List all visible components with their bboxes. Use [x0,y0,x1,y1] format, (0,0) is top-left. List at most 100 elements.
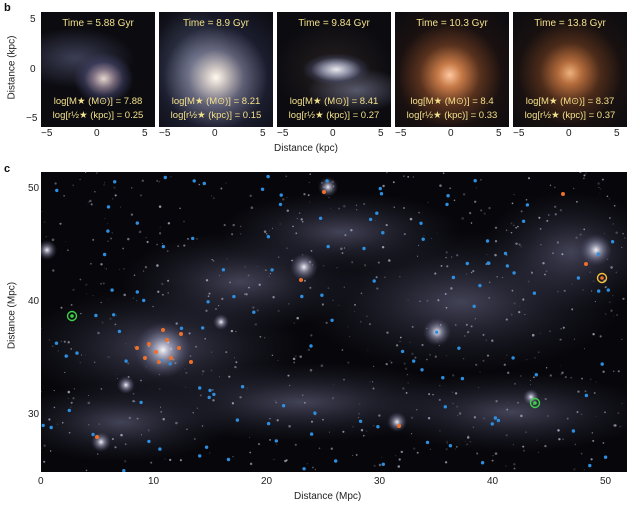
galaxy-cluster [117,376,135,394]
blue-marker [266,421,271,426]
blue-marker [139,400,143,405]
galaxy-speck [140,434,142,436]
galaxy-speck [409,341,411,343]
galaxy-speck [536,439,538,441]
galaxy-speck [624,237,626,239]
galaxy-speck [145,366,148,368]
galaxy-speck [581,377,583,380]
galaxy-speck [272,296,275,299]
galaxy-speck [341,252,344,255]
blue-marker [445,202,449,207]
blue-marker [441,376,445,380]
blue-marker [113,180,117,184]
galaxy-speck [87,401,91,405]
galaxy-speck [530,383,531,385]
blue-marker [158,447,162,451]
galaxy-speck [175,322,178,325]
galaxy-speck [566,417,569,420]
galaxy-speck [517,402,519,404]
galaxy-speck [150,461,153,464]
galaxy-speck [527,177,531,180]
panel-c-ylabel: Distance (Mpc) [6,281,18,350]
galaxy-speck [225,182,227,184]
galaxy-speck [579,172,582,174]
galaxy-speck [436,324,438,326]
galaxy-speck [249,462,253,466]
galaxy-speck [560,373,563,376]
galaxy-speck [185,371,188,374]
galaxy-speck [293,361,296,364]
galaxy-speck [282,198,285,201]
galaxy-speck [377,261,380,264]
galaxy-speck [245,293,248,296]
galaxy-speck [395,455,397,457]
galaxy-speck [595,415,597,417]
galaxy-cluster [580,234,612,266]
galaxy-speck [615,231,618,234]
blue-marker [421,237,425,241]
galaxy-speck [610,266,613,269]
galaxy-speck [100,301,102,304]
galaxy-speck [610,309,613,312]
galaxy-speck [399,340,401,343]
galaxy-speck [466,273,468,275]
snapshot-radius: log[r½★ (kpc)] = 0.37 [524,110,616,121]
galaxy-speck [312,466,314,469]
galaxy-speck [445,256,447,259]
galaxy-speck [156,180,159,182]
panel-b-xtick: 0 [212,128,218,139]
blue-marker [102,252,107,257]
galaxy-speck [235,361,238,364]
orange-marker [161,328,165,332]
galaxy-speck [474,200,477,203]
galaxy-speck [561,253,564,256]
galaxy-speck [65,241,67,242]
galaxy-speck [322,186,325,189]
galaxy-speck [615,271,618,274]
galaxy-speck [438,345,440,347]
galaxy-speck [599,335,602,338]
galaxy-speck [488,296,491,299]
galaxy-speck [130,213,134,216]
galaxy-speck [590,290,593,292]
galaxy-speck [363,203,365,205]
galaxy-speck [330,208,332,210]
galaxy-speck [67,398,69,399]
galaxy-speck [376,287,379,290]
galaxy-speck [475,187,478,189]
blue-marker [368,217,373,222]
galaxy-speck [72,288,75,292]
galaxy-speck [539,228,542,230]
galaxy-speck [517,225,519,228]
galaxy-speck [602,442,605,444]
galaxy-speck [111,232,113,234]
galaxy-speck [502,277,504,279]
galaxy-speck [373,365,375,367]
galaxy-speck [612,295,614,297]
galaxy-speck [418,211,420,214]
galaxy-speck [592,439,595,442]
galaxy-speck [111,197,114,200]
orange-marker [154,350,158,354]
galaxy-speck [416,451,419,454]
galaxy-speck [189,355,192,357]
galaxy-speck [232,223,235,227]
galaxy-speck [185,386,186,388]
galaxy-speck [286,196,288,199]
galaxy-speck [264,337,266,339]
blue-marker [412,359,416,363]
blue-marker [110,288,114,292]
galaxy-speck [107,240,109,242]
blue-marker [525,203,530,207]
galaxy-speck [174,362,177,364]
galaxy-speck [229,281,231,284]
blue-marker [112,313,116,317]
galaxy-speck [343,247,346,249]
galaxy-speck [518,310,521,314]
blue-marker [179,326,184,330]
galaxy-speck [503,363,506,366]
blue-marker [425,440,430,445]
galaxy-speck [257,443,261,446]
galaxy-speck [395,344,399,347]
galaxy-speck [617,412,620,415]
